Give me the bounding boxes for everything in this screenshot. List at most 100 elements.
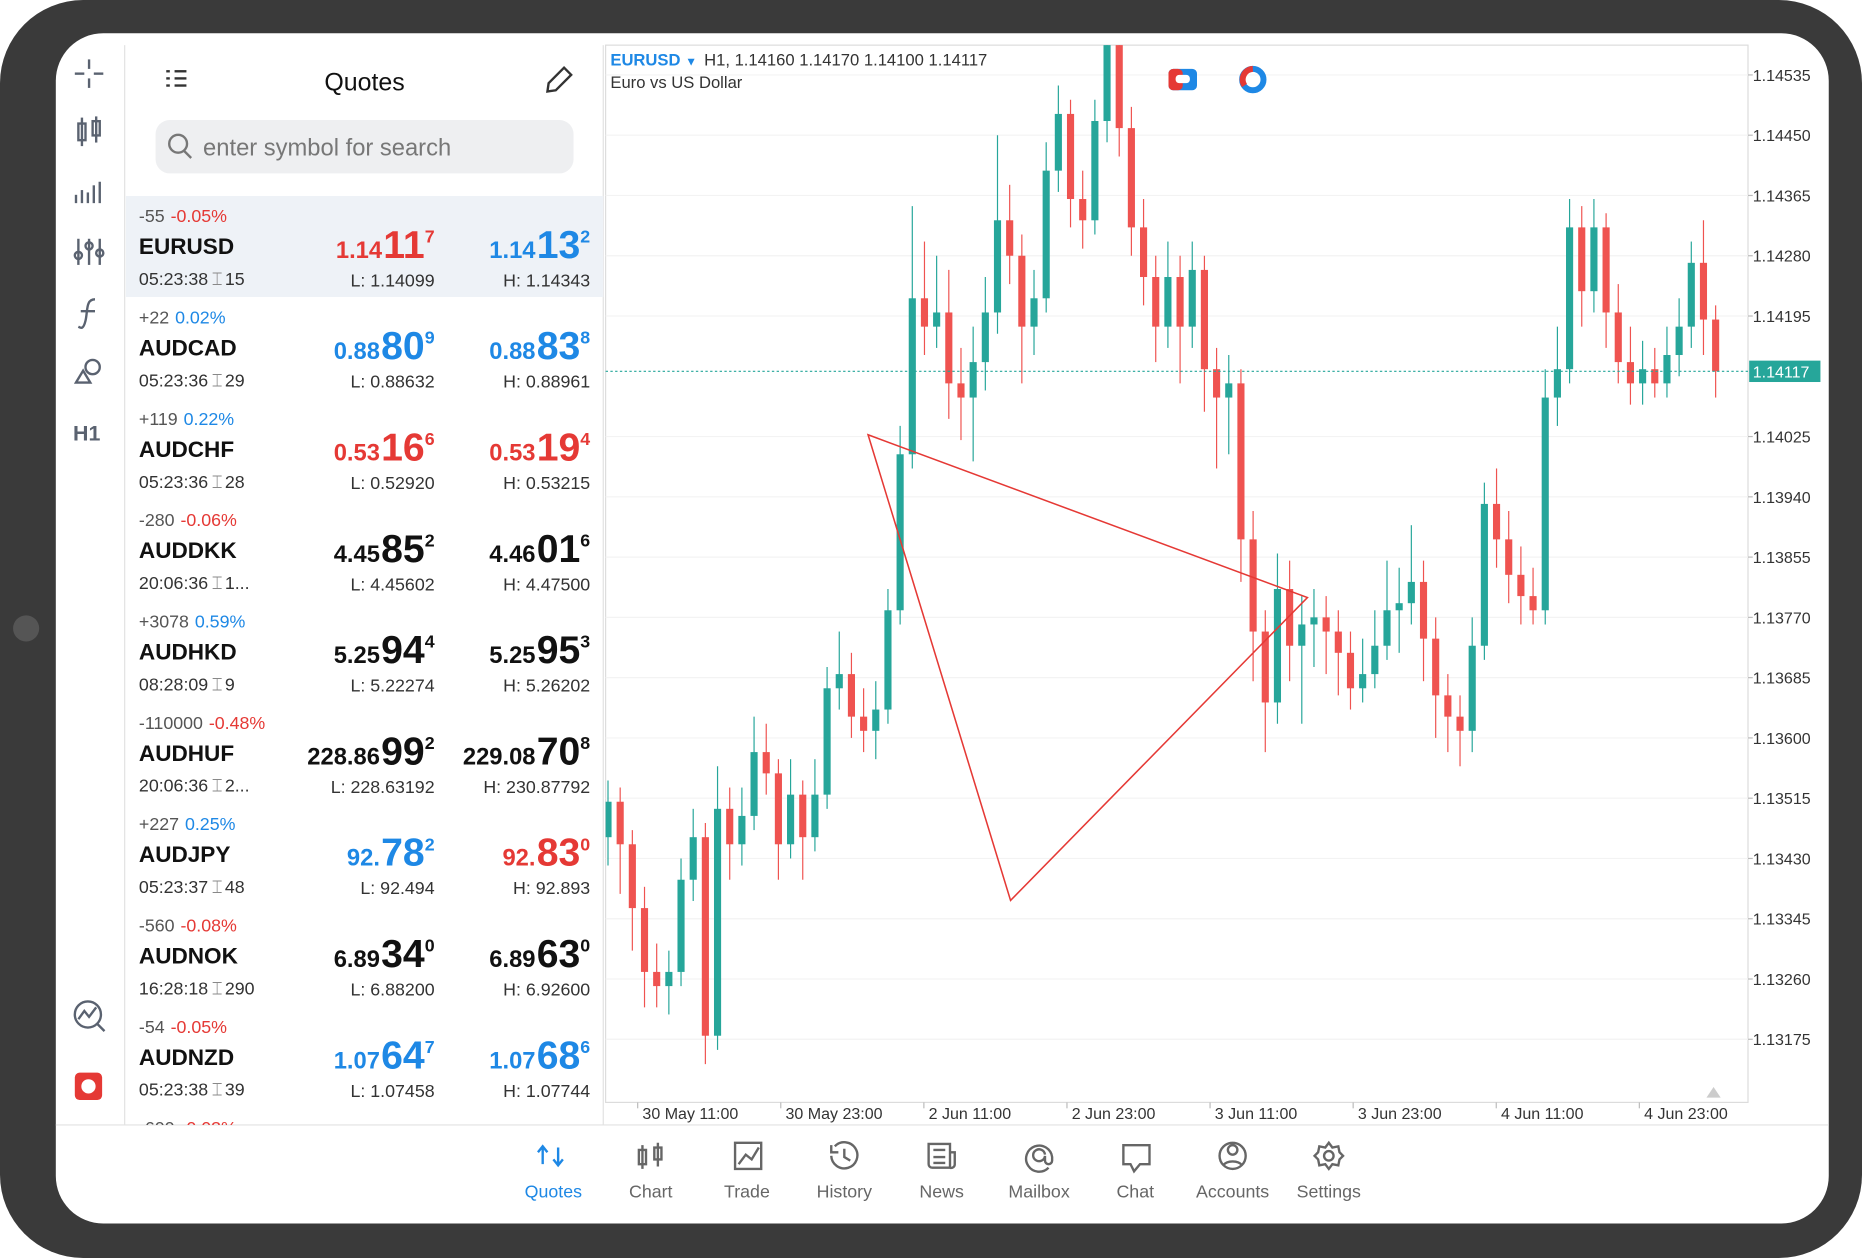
candle-body	[1066, 113, 1075, 200]
tab[interactable]: Chat	[1116, 1143, 1154, 1201]
crosshair-tool[interactable]	[74, 59, 104, 88]
candle-body	[774, 773, 782, 845]
tab-icon	[830, 1141, 859, 1170]
list-icon[interactable]	[166, 70, 187, 87]
screen	[55, 33, 1829, 1224]
bid-prefix: 4.45	[334, 541, 380, 568]
time: 16:28:18 ⌶ 290	[139, 978, 255, 998]
chart-type-tool[interactable]	[77, 116, 101, 147]
candle-body	[1249, 539, 1257, 632]
tab[interactable]: Settings	[1297, 1140, 1361, 1202]
change-points: +119	[139, 409, 178, 429]
x-tick-label: 3 Jun 23:00	[1358, 1105, 1442, 1123]
volume-tool[interactable]	[74, 181, 101, 204]
tab[interactable]: Accounts	[1196, 1141, 1269, 1202]
candle-body	[945, 312, 953, 384]
tab[interactable]: Mailbox	[1008, 1144, 1070, 1202]
candle-body	[1395, 603, 1403, 611]
spread-icon: ⌶	[212, 370, 223, 390]
high: H: 4.47500	[503, 574, 590, 594]
candle-body	[1322, 617, 1330, 632]
camera	[13, 615, 40, 642]
ask-fraction: 2	[580, 226, 590, 246]
candle-body	[1152, 277, 1160, 327]
candle-body	[1407, 581, 1415, 604]
change-points: -280	[139, 510, 175, 530]
tab[interactable]: News	[919, 1142, 964, 1201]
candle-body	[689, 837, 697, 880]
bid-pips: 99	[381, 730, 425, 773]
function-tool[interactable]	[77, 298, 96, 330]
time-value: 16:28:18	[139, 978, 208, 998]
y-tick-label: 1.13175	[1753, 1031, 1811, 1049]
candle-body	[1432, 638, 1440, 696]
plot-frame	[605, 44, 1749, 1103]
tab[interactable]: History	[817, 1141, 872, 1201]
edit-icon[interactable]	[546, 66, 573, 93]
search-box[interactable]	[155, 119, 574, 174]
tab[interactable]: Chart	[629, 1142, 673, 1202]
analytics-tool[interactable]	[73, 1000, 106, 1032]
spread: 28	[225, 472, 245, 492]
quote-row[interactable]: -600-0.03%	[139, 1118, 237, 1138]
ohlc: H1, 1.14160 1.14170 1.14100 1.14117	[704, 50, 987, 69]
high: H: 1.14343	[503, 270, 590, 290]
time-value: 05:23:37	[139, 877, 208, 897]
candle-body	[1006, 220, 1014, 256]
change-points: +22	[139, 307, 169, 327]
tab-icon	[1122, 1143, 1151, 1174]
candle-body	[1237, 383, 1245, 540]
candle-body	[823, 688, 831, 795]
bid-price: 92.782	[347, 832, 435, 875]
candle-body	[701, 837, 709, 1036]
ask-price: 0.53194	[489, 426, 590, 469]
x-tick-label: 2 Jun 11:00	[929, 1105, 1012, 1123]
symbol[interactable]: EURUSD	[610, 50, 680, 69]
trade-icon	[1175, 74, 1190, 84]
quote-row[interactable]: -110000 -0.48% AUDHUF 20:06:36 ⌶ 2... 228.8699…	[139, 713, 590, 797]
ask-pips: 83	[537, 325, 581, 368]
symbol: AUDNZD	[139, 1045, 234, 1070]
candle-body	[799, 794, 807, 838]
tab[interactable]: Trade	[724, 1141, 770, 1202]
candle-body	[1164, 277, 1172, 327]
spread: 29	[225, 370, 245, 390]
symbol: AUDCHF	[139, 437, 234, 462]
candle-body	[896, 454, 904, 611]
search-icon	[168, 133, 189, 154]
candle-body	[1310, 617, 1318, 625]
tab-icon	[537, 1144, 564, 1168]
bid-fraction: 7	[425, 1037, 435, 1057]
bid-fraction: 4	[425, 632, 435, 652]
low: L: 4.45602	[351, 574, 435, 594]
price-label: 1.14117	[1753, 363, 1810, 381]
candle-body	[726, 808, 734, 845]
high: H: 5.26202	[503, 676, 590, 696]
indicators-tool[interactable]	[73, 238, 105, 265]
tab[interactable]: Quotes	[525, 1144, 582, 1201]
bid-prefix: 1.07	[334, 1047, 380, 1074]
change: -110000 -0.48%	[139, 713, 265, 733]
ask-fraction: 3	[580, 632, 590, 652]
candle-body	[1456, 716, 1464, 731]
candle-body	[1663, 355, 1671, 384]
ask-pips: 63	[537, 933, 581, 976]
quote-row[interactable]: -280 -0.06% AUDDKK 20:06:36 ⌶ 1... 4.45852 L: 4…	[139, 510, 590, 594]
time: 05:23:36 ⌶ 29	[139, 370, 245, 390]
spread-icon: ⌶	[212, 1080, 223, 1100]
y-tick-label: 1.13260	[1753, 971, 1811, 989]
candle-body	[969, 362, 977, 398]
y-tick-label: 1.13940	[1753, 489, 1811, 507]
change-percent: -0.03%	[180, 1118, 237, 1138]
y-tick-label: 1.14365	[1753, 187, 1811, 205]
candle-body	[1712, 319, 1720, 372]
objects-tool[interactable]	[73, 358, 101, 384]
timeframe[interactable]: H1	[73, 422, 100, 446]
